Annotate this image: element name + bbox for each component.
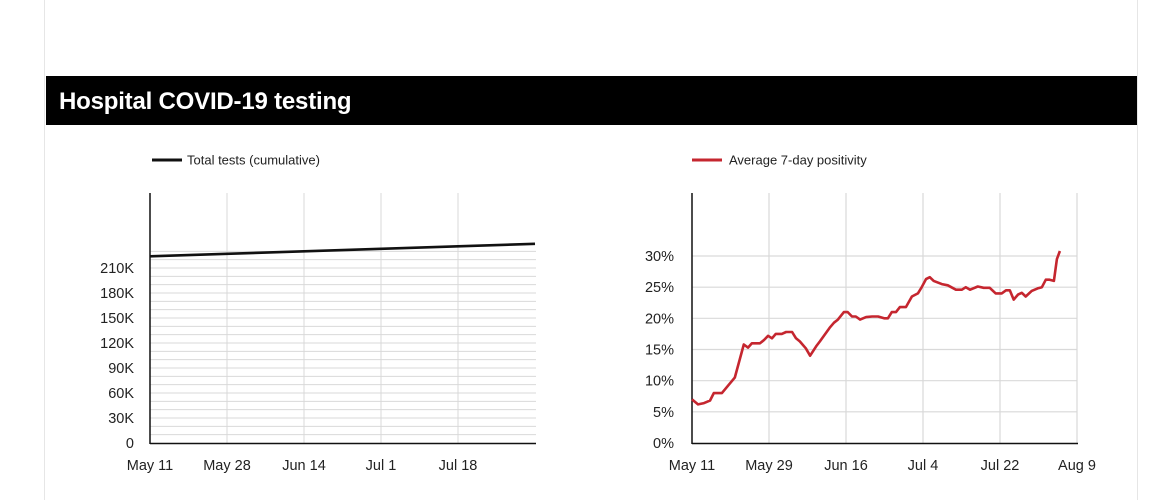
positivity-chart: Average 7-day positivity 0% 5% 10% 15% 20% 25… (645, 153, 1096, 475)
total-tests-line[interactable] (149, 242, 536, 258)
x-tick-label: May 11 (127, 458, 173, 474)
total-tests-chart: Total tests (cumulative) 0 30K 60K 90K 120K 1… (100, 153, 536, 474)
x-tick-label: Aug 9 (1058, 458, 1096, 474)
x-axis-ticks: May 11 May 28 Jun 14 Jul 1 Jul 18 (127, 458, 478, 474)
y-tick-label: 180K (100, 286, 134, 302)
y-axis-ticks: 0% 5% 10% 15% 20% 25% 30% (645, 249, 674, 452)
section-title: Hospital COVID-19 testing (59, 88, 352, 115)
positivity-line[interactable] (691, 250, 1062, 406)
legend-total-tests[interactable]: Total tests (cumulative) (152, 153, 320, 168)
x-tick-label: Jul 4 (908, 458, 939, 474)
y-axis-ticks: 0 30K 60K 90K 120K 150K 180K 210K (100, 261, 134, 452)
section-header: Hospital COVID-19 testing (46, 76, 1137, 125)
x-tick-label: May 29 (745, 458, 793, 474)
y-tick-label: 60K (108, 386, 134, 402)
y-tick-label: 5% (653, 405, 674, 421)
x-tick-label: Jul 1 (366, 458, 397, 474)
x-tick-label: Jun 14 (282, 458, 326, 474)
legend-label: Total tests (cumulative) (187, 153, 320, 168)
y-tick-label: 90K (108, 361, 134, 377)
legend-label: Average 7-day positivity (729, 153, 867, 168)
y-tick-label: 150K (100, 311, 134, 327)
x-tick-label: May 11 (669, 458, 715, 474)
y-tick-label: 25% (645, 280, 674, 296)
y-tick-label: 0 (126, 436, 134, 452)
y-tick-label: 10% (645, 374, 674, 390)
y-tick-label: 20% (645, 311, 674, 327)
grid (150, 193, 536, 443)
y-tick-label: 30K (108, 411, 134, 427)
x-tick-label: May 28 (203, 458, 251, 474)
y-tick-label: 210K (100, 261, 134, 277)
y-tick-label: 0% (653, 436, 674, 452)
x-tick-label: Jul 22 (981, 458, 1020, 474)
x-tick-label: Jul 18 (439, 458, 478, 474)
x-tick-label: Jun 16 (824, 458, 868, 474)
y-tick-label: 30% (645, 249, 674, 265)
y-tick-label: 15% (645, 343, 674, 359)
x-axis-ticks: May 11 May 29 Jun 16 Jul 4 Jul 22 Aug 9 (669, 458, 1096, 474)
grid (692, 193, 1078, 443)
y-tick-label: 120K (100, 336, 134, 352)
legend-positivity[interactable]: Average 7-day positivity (692, 153, 867, 168)
